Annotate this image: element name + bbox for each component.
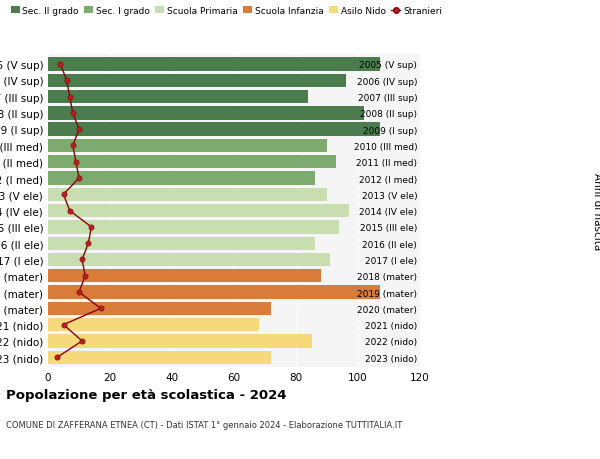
Bar [48,188,327,202]
Text: Anni di nascita: Anni di nascita [592,173,600,250]
Bar [48,107,364,120]
Bar [48,123,380,136]
Bar [48,140,327,153]
Bar [48,221,340,234]
Bar [48,91,308,104]
Bar [48,351,271,364]
Bar [48,237,314,250]
Bar [48,253,330,267]
Bar [48,335,311,348]
Bar [48,302,271,315]
Legend: Sec. II grado, Sec. I grado, Scuola Primaria, Scuola Infanzia, Asilo Nido, Stran: Sec. II grado, Sec. I grado, Scuola Prim… [11,7,442,16]
Bar [48,156,337,169]
Bar [48,74,346,88]
Bar [48,204,349,218]
Text: Popolazione per età scolastica - 2024: Popolazione per età scolastica - 2024 [6,388,287,401]
Bar [48,269,321,283]
Bar [48,286,380,299]
Text: COMUNE DI ZAFFERANA ETNEA (CT) - Dati ISTAT 1° gennaio 2024 - Elaborazione TUTTI: COMUNE DI ZAFFERANA ETNEA (CT) - Dati IS… [6,420,402,429]
Bar [48,318,259,331]
Bar [48,172,314,185]
Bar [48,58,380,72]
